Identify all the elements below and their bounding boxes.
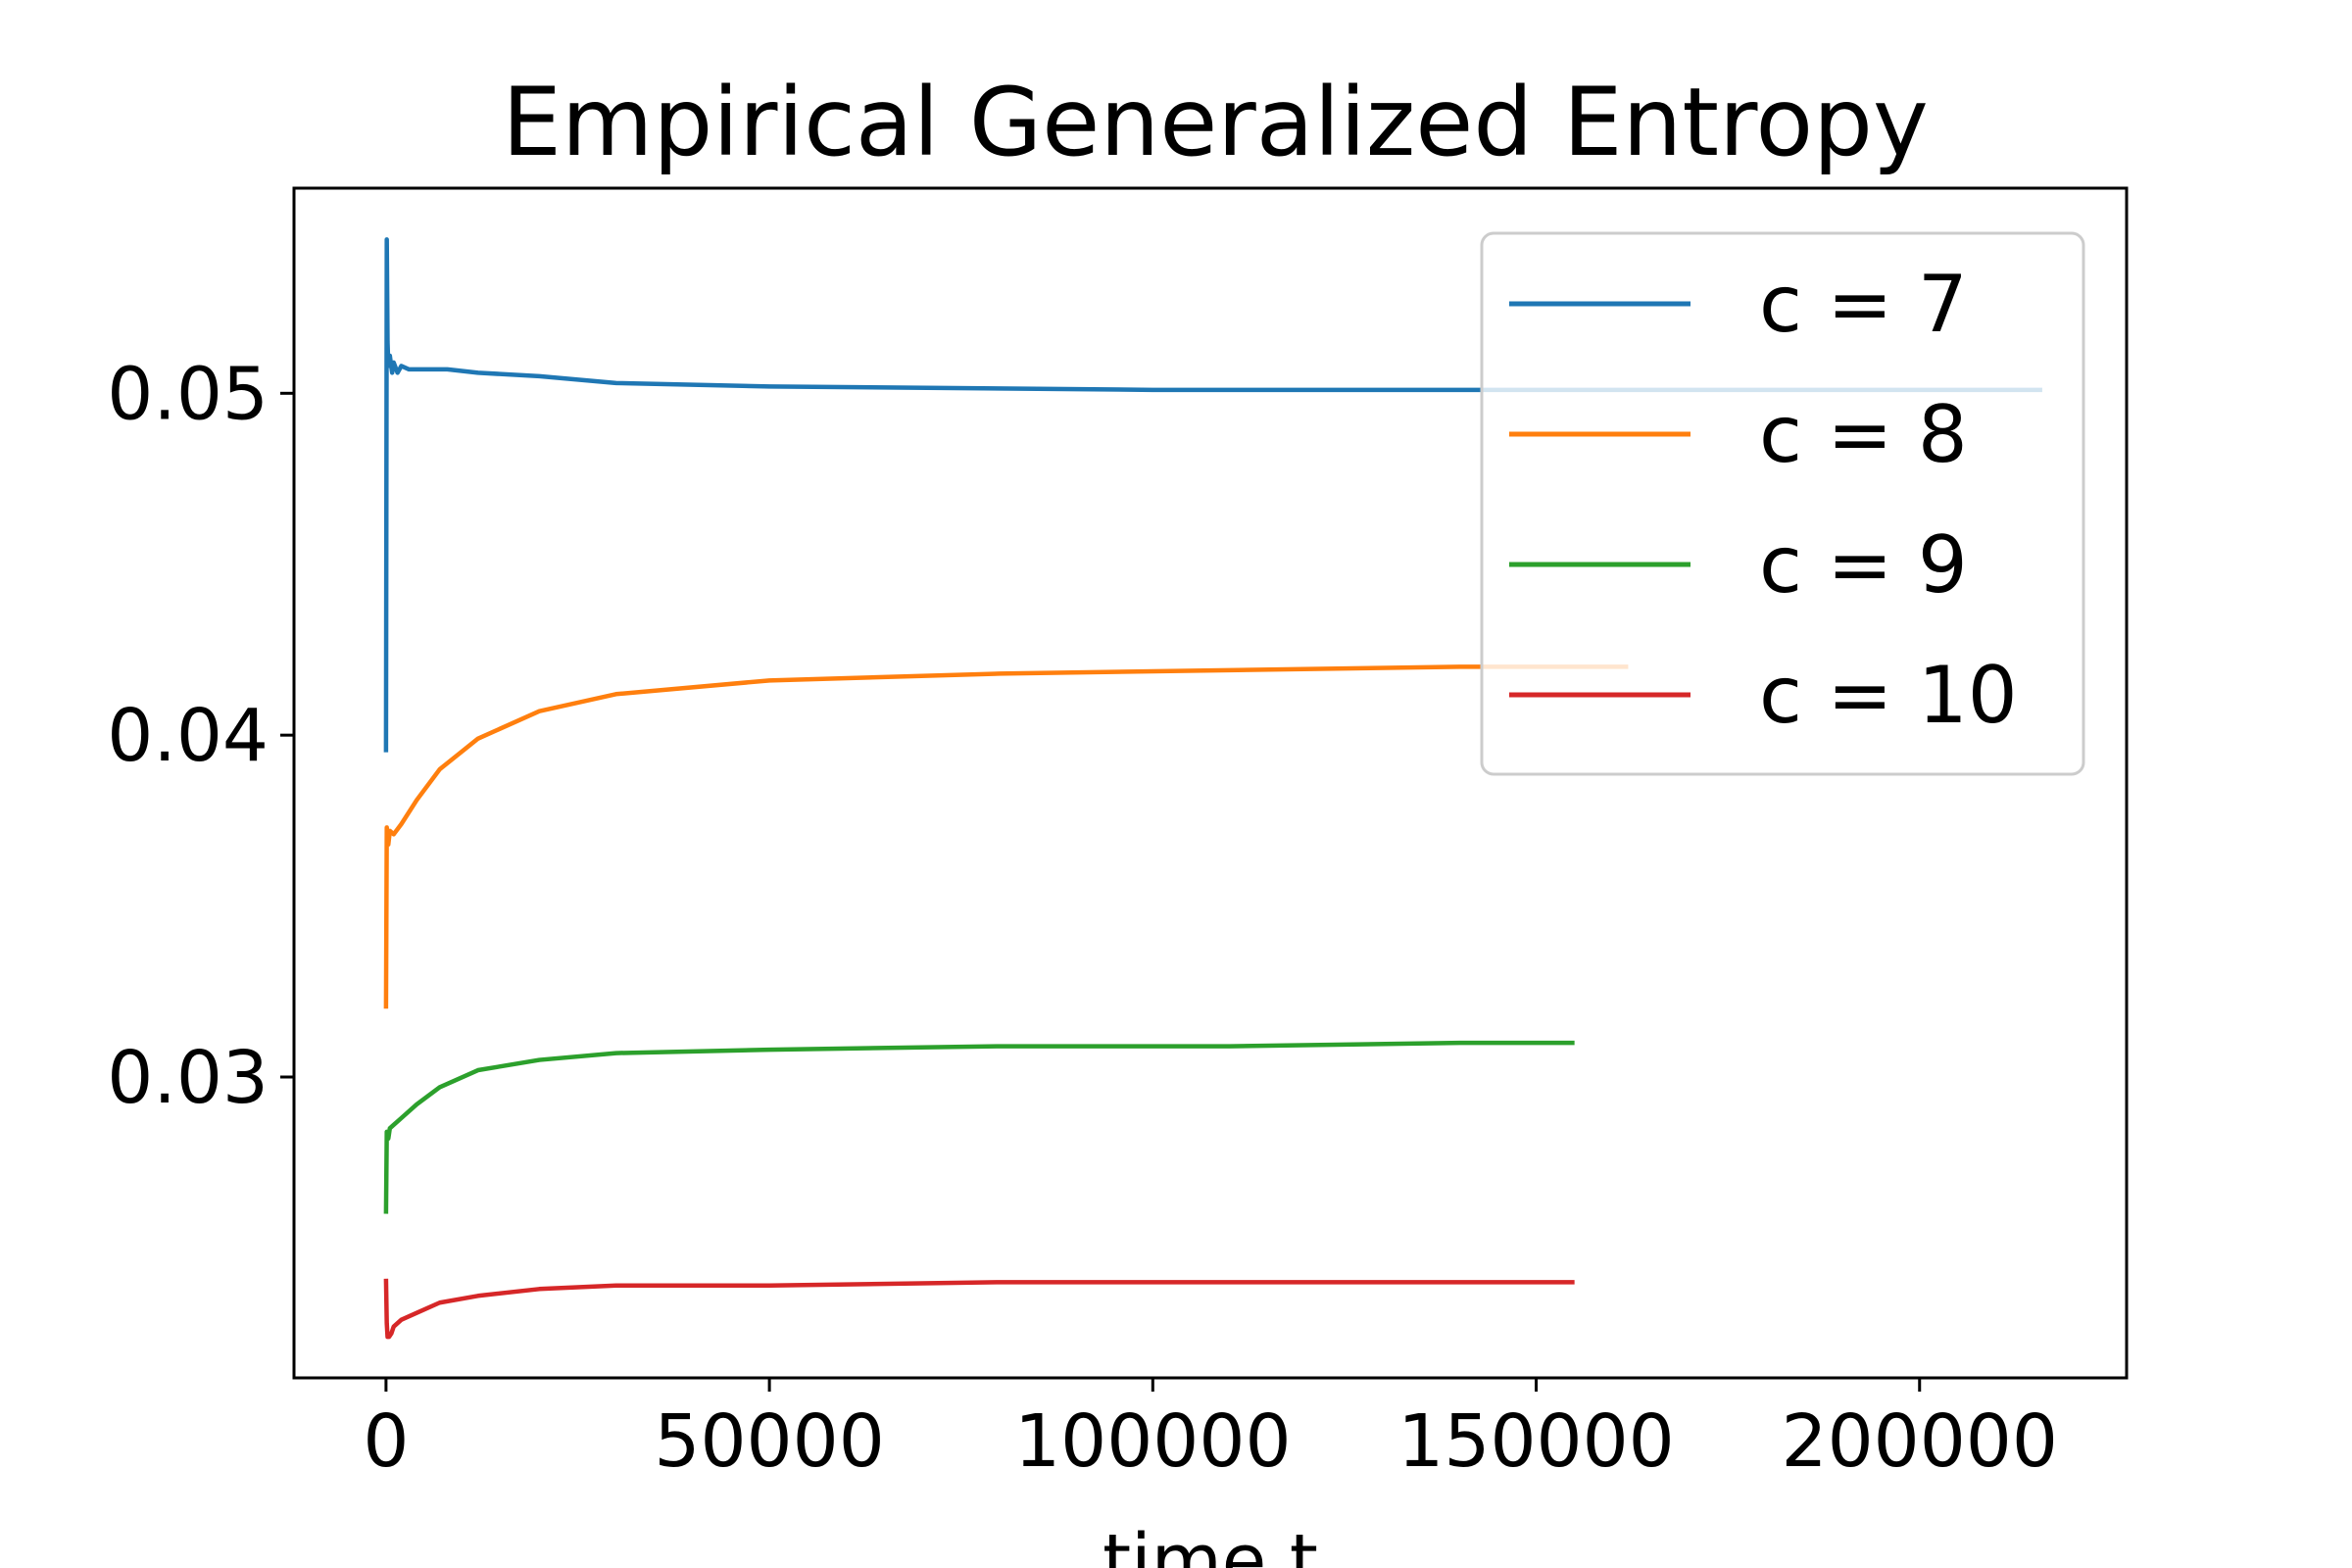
legend-label-2: c = 9 [1759,519,1968,611]
legend-box [1480,231,2085,776]
x-tick-label: 0 [363,1399,409,1484]
plot-frame [292,186,2129,1380]
legend-label-3: c = 10 [1759,650,2018,741]
x-tick-label: 50000 [654,1399,884,1484]
series-layer [383,237,2042,1340]
x-tick-label: 150000 [1397,1399,1675,1484]
x-tick-label: 100000 [1014,1399,1292,1484]
series-line-2 [383,1040,1575,1214]
series-line-1 [383,664,1629,1009]
x-tick-label: 200000 [1781,1399,2058,1484]
y-tick-label: 0.04 [107,694,269,778]
legend-label-0: c = 7 [1759,259,1968,350]
series-line-0 [383,237,2042,753]
legend: c = 7 c = 8 c = 9 c = 10 [1480,231,2085,776]
y-tick-label: 0.05 [107,352,269,436]
legend-label-1: c = 8 [1759,389,1968,480]
x-ticks: 0 50000 100000 150000 200000 [363,1378,2058,1484]
chart-title: Empirical Generalized Entropy [502,68,1929,177]
x-axis-label: time t [1102,1519,1318,1568]
series-line-3 [383,1278,1575,1340]
y-ticks: 0.03 0.04 0.05 [107,352,294,1120]
y-tick-label: 0.03 [107,1036,269,1120]
